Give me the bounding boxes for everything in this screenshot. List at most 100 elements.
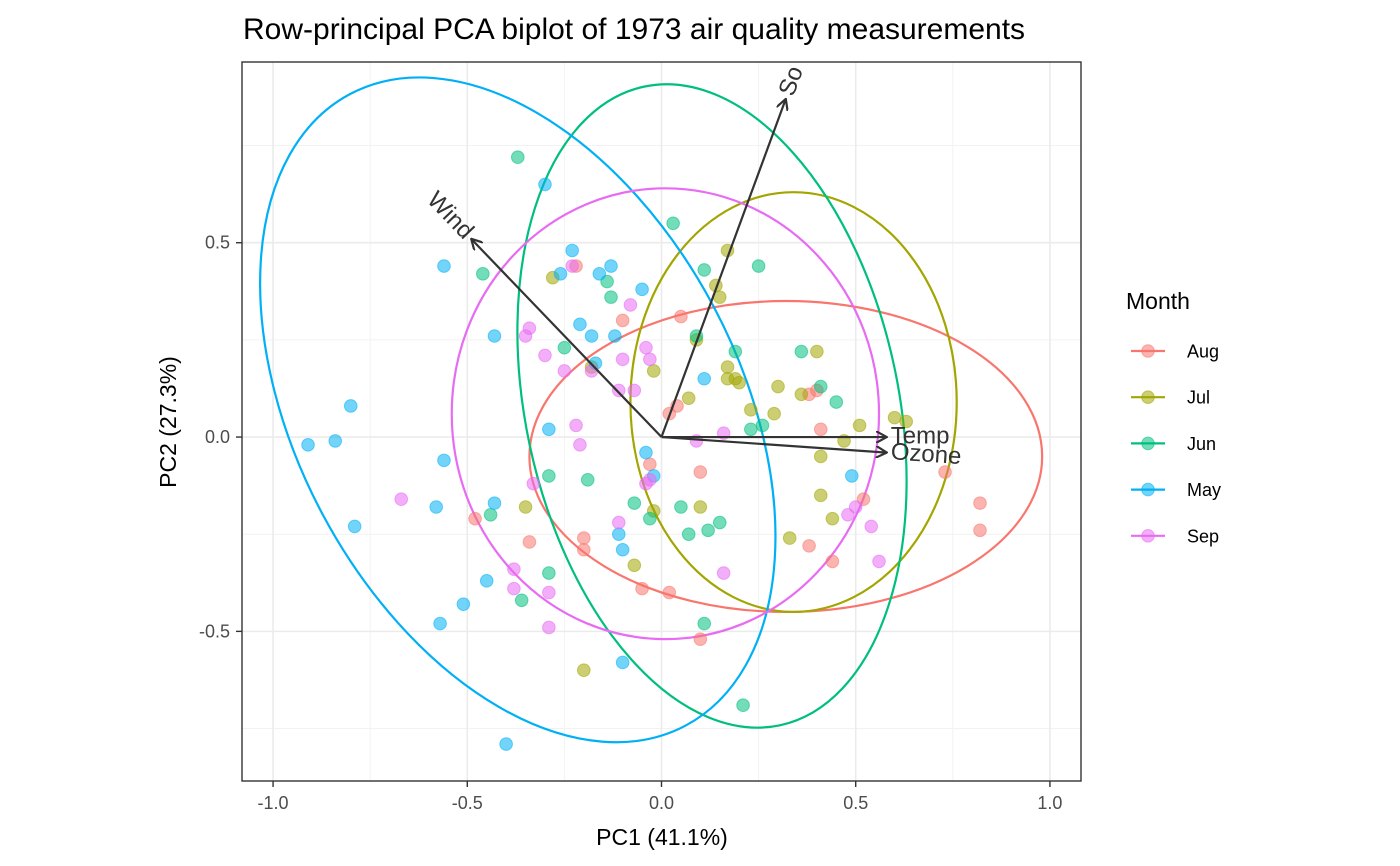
point-sep bbox=[716, 566, 731, 580]
legend-item-aug: Aug bbox=[1131, 342, 1219, 362]
point-jun bbox=[744, 422, 758, 437]
point-aug bbox=[577, 542, 591, 557]
point-may bbox=[565, 243, 579, 258]
point-sep bbox=[643, 472, 657, 487]
point-may bbox=[697, 371, 712, 386]
point-aug bbox=[973, 523, 987, 538]
point-jul bbox=[825, 511, 840, 526]
point-jun bbox=[476, 267, 490, 281]
point-jul bbox=[852, 418, 867, 433]
point-may bbox=[487, 496, 502, 510]
ellipse-may bbox=[259, 76, 777, 744]
point-may bbox=[347, 519, 362, 534]
point-jun bbox=[813, 379, 828, 394]
chart-title: Row-principal PCA biplot of 1973 air qua… bbox=[243, 13, 1025, 46]
point-sep bbox=[507, 581, 521, 596]
confidence-ellipses bbox=[259, 76, 1044, 744]
point-jun bbox=[666, 216, 680, 231]
y-tick-label: 0.5 bbox=[205, 233, 230, 253]
point-sep bbox=[542, 620, 556, 635]
point-aug bbox=[635, 581, 649, 596]
point-jun bbox=[751, 259, 766, 273]
point-jul bbox=[646, 364, 661, 378]
point-aug bbox=[674, 309, 688, 324]
point-aug bbox=[662, 585, 677, 600]
point-jun bbox=[681, 527, 696, 542]
arrow-so bbox=[660, 99, 786, 438]
legend-title: Month bbox=[1126, 288, 1190, 314]
point-jul bbox=[744, 403, 758, 417]
point-jul bbox=[767, 406, 781, 421]
point-jul bbox=[810, 344, 824, 359]
point-sep bbox=[542, 585, 556, 600]
ellipse-jul bbox=[629, 191, 958, 614]
point-may bbox=[301, 438, 315, 452]
legend-item-sep: Sep bbox=[1131, 526, 1219, 546]
point-jun bbox=[697, 616, 712, 631]
point-aug bbox=[802, 539, 816, 553]
point-jul bbox=[794, 387, 809, 402]
legend-label: Jul bbox=[1187, 388, 1210, 408]
point-jun bbox=[557, 340, 572, 355]
point-may bbox=[433, 616, 447, 631]
point-sep bbox=[623, 298, 638, 312]
point-may bbox=[573, 317, 587, 332]
point-sep bbox=[627, 383, 642, 398]
point-aug bbox=[973, 496, 987, 510]
point-may bbox=[635, 282, 649, 297]
point-aug bbox=[577, 531, 591, 545]
point-sep bbox=[611, 383, 626, 398]
point-sep bbox=[584, 364, 599, 378]
point-may bbox=[437, 259, 451, 273]
y-axis-title: PC2 (27.3%) bbox=[155, 356, 181, 488]
point-jul bbox=[813, 488, 828, 503]
x-tick-label: -1.0 bbox=[258, 793, 289, 813]
point-sep bbox=[394, 492, 409, 507]
legend: Month Aug Jul Jun May Sep bbox=[1126, 288, 1221, 546]
point-aug bbox=[522, 535, 537, 549]
point-may bbox=[615, 542, 630, 557]
x-axis-title: PC1 (41.1%) bbox=[596, 824, 728, 850]
point-jun bbox=[712, 515, 727, 530]
point-jun bbox=[580, 472, 595, 487]
point-sep bbox=[643, 352, 657, 367]
point-may bbox=[845, 469, 859, 483]
point-sep bbox=[526, 476, 541, 491]
point-sep bbox=[522, 321, 537, 336]
point-sep bbox=[557, 364, 572, 378]
point-sep bbox=[538, 348, 552, 363]
point-jul bbox=[518, 500, 533, 514]
point-may bbox=[487, 329, 502, 343]
points bbox=[301, 150, 987, 751]
legend-item-may: May bbox=[1131, 480, 1221, 500]
point-aug bbox=[643, 457, 657, 472]
legend-key-point bbox=[1141, 482, 1155, 497]
point-sep bbox=[611, 515, 626, 530]
y-tick-label: 0.0 bbox=[205, 427, 230, 447]
point-jun bbox=[514, 593, 529, 608]
point-jun bbox=[542, 566, 556, 580]
point-may bbox=[611, 527, 626, 542]
arrow-wind bbox=[471, 239, 663, 438]
point-aug bbox=[938, 465, 952, 479]
legend-label: Jun bbox=[1187, 434, 1216, 454]
point-may bbox=[328, 434, 343, 448]
x-tick-label: -0.5 bbox=[452, 793, 483, 813]
point-jun bbox=[604, 290, 618, 304]
point-jun bbox=[728, 344, 743, 359]
point-jun bbox=[510, 150, 525, 165]
legend-key-point bbox=[1141, 529, 1155, 543]
point-jul bbox=[732, 375, 746, 390]
point-sep bbox=[569, 418, 583, 433]
point-sep bbox=[573, 438, 587, 452]
point-jun bbox=[643, 511, 657, 526]
point-jun bbox=[755, 418, 770, 433]
point-sep bbox=[615, 352, 630, 367]
point-may bbox=[608, 329, 622, 343]
x-tick-label: 0.0 bbox=[649, 793, 674, 813]
legend-label: Aug bbox=[1187, 342, 1219, 362]
point-jul bbox=[627, 558, 642, 573]
